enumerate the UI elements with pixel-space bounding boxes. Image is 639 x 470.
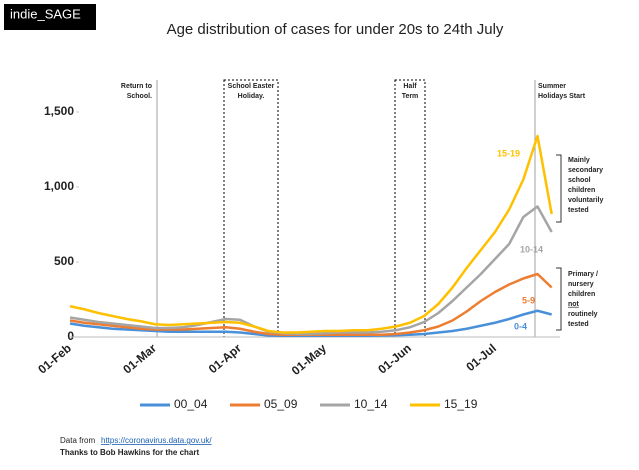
annotation: tested — [568, 321, 589, 328]
annotation: school — [568, 177, 591, 184]
legend-label: 05_09 — [264, 397, 298, 411]
annotation: School. — [127, 93, 152, 100]
chart-title: Age distribution of cases for under 20s … — [167, 21, 504, 38]
logo: indie_SAGE — [10, 6, 81, 21]
footer-source-prefix: Data from — [60, 436, 95, 445]
annotation: Primary / — [568, 271, 598, 278]
annotation: Holiday. — [238, 93, 265, 100]
annotation: Mainly — [568, 157, 590, 164]
series-label: 0-4 — [514, 321, 527, 331]
annotation: routinely — [568, 311, 598, 318]
series-label: 15-19 — [497, 148, 520, 158]
annotation: tested — [568, 207, 589, 214]
annotation: not — [568, 301, 580, 308]
legend-label: 00_04 — [174, 397, 208, 411]
annotation: School Easter — [228, 83, 275, 90]
logo-box — [4, 4, 96, 30]
annotation: children — [568, 187, 595, 194]
series-label: 5-9 — [522, 295, 535, 305]
annotation: Return to — [121, 83, 152, 90]
series-line — [69, 134, 553, 334]
annotation: Holidays Start — [538, 93, 586, 100]
footer-credit: Thanks to Bob Hawkins for the chart — [60, 448, 199, 457]
bracket — [556, 267, 562, 331]
footer-source-url[interactable]: https://coronavirus.data.gov.uk/ — [101, 436, 212, 445]
y-tick-label: 1,500 — [44, 104, 74, 118]
annotation: nursery — [568, 281, 594, 288]
annotation: Half — [403, 83, 417, 90]
legend-label: 15_19 — [444, 397, 478, 411]
bracket — [556, 154, 562, 223]
annotation: voluntarily — [568, 197, 604, 204]
annotation: secondary — [568, 167, 603, 174]
y-tick-label: 1,000 — [44, 179, 74, 193]
annotation: Summer — [538, 83, 566, 90]
y-tick-label: 500 — [54, 254, 74, 268]
series-label: 10-14 — [520, 244, 543, 254]
legend-label: 10_14 — [354, 397, 388, 411]
series-line — [69, 205, 553, 336]
annotation: children — [568, 291, 595, 298]
y-tick-label: 0 — [67, 329, 74, 343]
annotation: Term — [402, 93, 419, 100]
